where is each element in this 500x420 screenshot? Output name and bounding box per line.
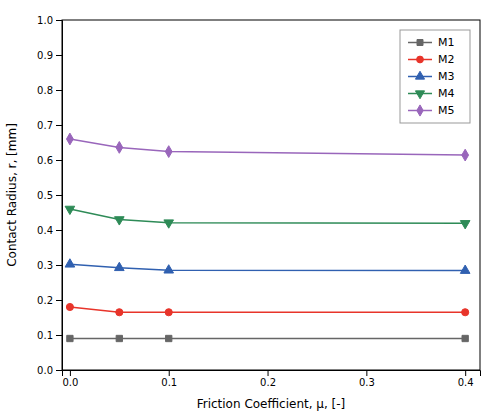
y-tick: 0.5 [37,190,62,201]
y-tick-label: 0.3 [37,260,53,271]
y-tick-label: 0.8 [37,85,53,96]
y-tick: 0.8 [37,85,62,96]
y-tick-label: 1.0 [37,15,53,26]
series-line [70,264,465,270]
x-tick-label: 0.2 [260,377,276,388]
series-marker [460,221,470,229]
series-marker [116,142,123,154]
series-marker [460,265,470,273]
legend-item: M2 [408,53,455,66]
y-axis: 0.0 0.1 0.2 0.3 0.4 0.5 0.6 0.7 0.8 0.9 1.0 [37,15,62,376]
legend-swatch-marker [415,91,424,99]
legend-label: M5 [438,104,455,117]
series-marker [65,206,75,214]
y-tick-label: 0.6 [37,155,53,166]
x-axis: 0.0 0.1 0.2 0.3 0.4 [62,370,480,388]
y-tick-mark [56,265,62,266]
series-marker [462,335,468,341]
series-marker [65,259,75,267]
plot-area [65,133,470,342]
y-tick-label: 0.0 [37,365,53,376]
series-marker [165,309,172,316]
series-marker [67,133,74,145]
y-tick: 0.4 [37,225,62,236]
plot-frame [62,20,480,370]
y-tick-mark [56,160,62,161]
y-tick-label: 0.4 [37,225,53,236]
legend-label: M3 [438,70,455,83]
series-marker [115,262,125,270]
y-tick: 0.7 [37,120,62,131]
x-tick-mark [465,370,466,376]
legend-label: M2 [438,53,455,66]
y-tick-mark [56,55,62,56]
y-tick: 0.6 [37,155,62,166]
y-tick-mark [56,90,62,91]
legend-item: M1 [408,36,455,49]
series-marker [115,217,125,225]
legend-box [400,30,470,123]
series-line [70,209,465,223]
series-marker [164,265,174,273]
x-tick: 0.2 [260,370,276,388]
series-marker [462,309,469,316]
series-marker [164,220,174,228]
y-tick-mark [56,370,62,371]
y-tick: 0.3 [37,260,62,271]
y-axis-title: Contact Radius, r, [mm] [5,123,19,267]
x-tick: 0.0 [62,370,78,388]
legend-item: M4 [408,87,455,100]
y-tick-mark [56,20,62,21]
series-marker [165,146,172,158]
y-tick-mark [56,335,62,336]
x-tick: 0.1 [161,370,177,388]
series-marker [116,335,122,341]
y-tick: 0.0 [37,365,62,376]
series-marker [66,303,73,310]
y-tick: 1.0 [37,15,62,26]
series-marker [462,149,469,161]
x-tick-mark [70,370,71,376]
y-tick-mark [56,195,62,196]
x-tick-mark [169,370,170,376]
y-tick-label: 0.7 [37,120,53,131]
x-axis-title: Friction Coefficient, μ, [-] [197,397,346,411]
y-tick: 0.1 [37,330,62,341]
x-tick-label: 0.3 [359,377,375,388]
legend-label: M4 [438,87,455,100]
legend-item: M5 [408,104,455,117]
x-tick-mark [366,370,367,376]
x-tick: 0.4 [458,370,474,388]
x-tick-label: 0.4 [458,377,474,388]
legend-swatch-marker [417,56,424,63]
x-tick: 0.3 [359,370,375,388]
series-marker [166,335,172,341]
y-tick-label: 0.1 [37,330,53,341]
x-tick-label: 0.0 [62,377,78,388]
series-line [70,139,465,155]
legend-swatch-marker [417,105,423,116]
series-marker [67,335,73,341]
chart: 0.00.10.20.30.40.00.10.20.30.40.50.60.70… [0,0,500,420]
y-tick-mark [56,300,62,301]
y-tick: 0.9 [37,50,62,61]
series-line [70,307,465,312]
x-tick-mark [268,370,269,376]
series-marker [116,309,123,316]
series-line [70,338,465,340]
legend-swatch-marker [417,40,423,46]
legend-swatch-marker [415,71,424,79]
y-tick-label: 0.5 [37,190,53,201]
y-tick-label: 0.9 [37,50,53,61]
y-tick-mark [56,230,62,231]
legend-label: M1 [438,36,455,49]
legend-item: M3 [408,70,455,83]
legend: M1 M2 M3 M4 M5 [400,30,470,123]
x-axis-line [63,371,481,377]
y-tick: 0.2 [37,295,62,306]
y-tick-label: 0.2 [37,295,53,306]
y-tick-mark [56,125,62,126]
x-tick-label: 0.1 [161,377,177,388]
